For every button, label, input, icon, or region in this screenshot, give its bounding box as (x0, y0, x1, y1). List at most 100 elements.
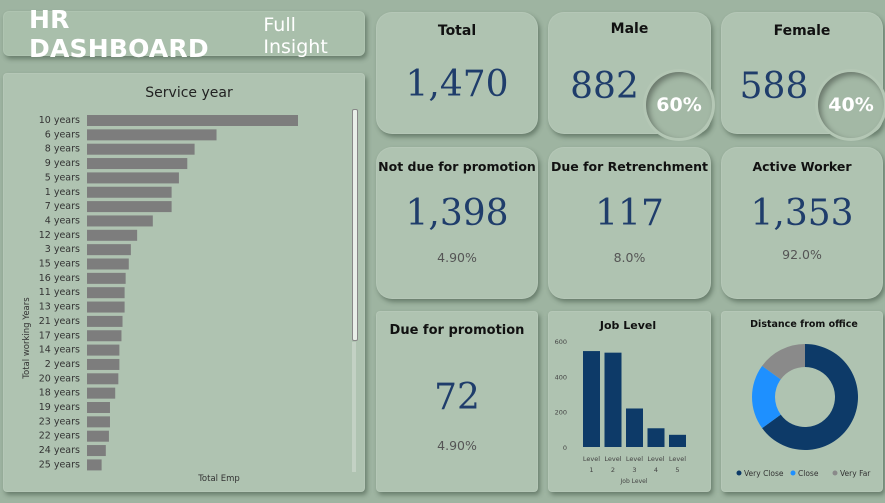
kpi-total-value: 1,470 (405, 64, 509, 105)
male-pct-badge: 60% (646, 72, 712, 138)
job-level-tick-label: Level (604, 455, 621, 463)
job-level-bar (647, 428, 665, 447)
kpi-retrench-card: Due for Retrenchment 117 8.0% (548, 147, 711, 299)
job-level-tick-number: 3 (632, 466, 636, 474)
service-year-chart: Service year Total working Years Total E… (22, 85, 298, 484)
service-year-bar (87, 215, 153, 227)
service-year-tick-label: 13 years (39, 302, 80, 313)
job-level-tick-label: Level (626, 455, 643, 463)
job-level-ytick: 400 (555, 373, 567, 381)
job-level-bar (669, 434, 686, 447)
service-year-bar (87, 459, 102, 471)
service-year-bar (87, 344, 120, 356)
service-year-tick-label: 19 years (39, 402, 80, 413)
service-year-ylabel: Total working Years (22, 297, 32, 380)
service-year-bar (87, 387, 116, 399)
service-year-bar (87, 315, 123, 327)
kpi-not-due-label: Not due for promotion (378, 159, 536, 174)
kpi-total-label: Total (437, 23, 477, 39)
service-year-tick-label: 8 years (45, 144, 80, 155)
kpi-retrench-label: Due for Retrenchment (551, 159, 708, 174)
kpi-female-value: 588 (739, 66, 809, 107)
kpi-active-value: 1,353 (750, 193, 854, 234)
service-year-bar (87, 430, 109, 442)
service-year-panel: Service year Total working Years Total E… (3, 73, 365, 492)
service-year-tick-label: 1 years (45, 187, 80, 198)
kpi-due-label: Due for promotion (389, 323, 525, 338)
dashboard-subtitle: Full Insight (263, 14, 328, 58)
service-year-tick-label: 2 years (45, 359, 80, 370)
service-year-scrollbar[interactable] (352, 109, 358, 341)
job-level-tick-number: 1 (589, 466, 593, 474)
dashboard-title: HR DASHBOARD (29, 4, 209, 63)
service-year-tick-label: 10 years (39, 115, 80, 126)
distance-legend-marker (736, 470, 742, 476)
female-pct-badge: 40% (818, 72, 884, 138)
service-year-bar (87, 330, 122, 342)
distance-slice (752, 365, 781, 429)
kpi-female-label: Female (773, 23, 831, 39)
kpi-male-label: Male (610, 21, 649, 37)
job-level-tick-label: Level (669, 455, 686, 463)
kpi-not-due-value: 1,398 (405, 193, 509, 234)
service-year-bar (87, 201, 172, 213)
kpi-total-card: Total 1,470 (376, 12, 538, 134)
job-level-tick-number: 5 (675, 466, 679, 474)
kpi-male-card: Male 882 60% (548, 12, 712, 138)
distance-legend-label: Very Close (744, 469, 784, 478)
kpi-retrench-value: 117 (595, 193, 664, 234)
service-year-bar (87, 373, 119, 385)
service-year-tick-label: 18 years (39, 388, 80, 399)
service-year-tick-label: 17 years (39, 330, 80, 341)
job-level-panel: Job Level Job Level 0 200 400 600 Level 1 Leve… (548, 311, 711, 492)
service-year-tick-label: 15 years (39, 259, 80, 270)
service-year-tick-label: 21 years (39, 316, 80, 327)
service-year-bar (87, 229, 138, 241)
distance-legend-label: Very Far (840, 469, 871, 478)
job-level-chart: Job Level Job Level 0 200 400 600 Level 1 Leve… (555, 319, 687, 485)
distance-legend-label: Close (798, 469, 819, 478)
service-year-tick-label: 4 years (45, 215, 80, 226)
service-year-tick-label: 22 years (39, 431, 80, 442)
kpi-due-card: Due for promotion 72 4.90% (376, 311, 538, 492)
service-year-bar (87, 402, 110, 413)
service-year-bar (87, 287, 125, 299)
kpi-not-due-card: Not due for promotion 1,398 4.90% (376, 147, 538, 299)
service-year-bar (87, 445, 106, 457)
service-year-bar (87, 416, 110, 428)
service-year-xlabel: Total Emp (197, 474, 240, 484)
service-year-tick-label: 5 years (45, 172, 80, 183)
service-year-scroll-track[interactable] (352, 342, 356, 472)
job-level-ytick: 600 (555, 338, 567, 346)
kpi-retrench-pct: 8.0% (613, 250, 646, 265)
distance-title: Distance from office (750, 319, 858, 330)
job-level-xlabel: Job Level (620, 478, 648, 485)
dashboard-title-card: HR DASHBOARD Full Insight (3, 5, 365, 63)
service-year-tick-label: 14 years (39, 345, 80, 356)
job-level-bar (583, 351, 600, 447)
service-year-tick-label: 12 years (39, 230, 80, 241)
job-level-bar (604, 352, 622, 447)
service-year-bar (87, 129, 217, 141)
service-year-tick-label: 16 years (39, 273, 80, 284)
kpi-male-value: 882 (570, 66, 639, 107)
job-level-tick-number: 2 (611, 466, 615, 474)
distance-slice (762, 344, 805, 380)
service-year-title: Service year (145, 85, 233, 101)
service-year-bar (87, 358, 120, 370)
kpi-female-card: Female 588 40% (721, 12, 884, 138)
service-year-tick-label: 11 years (39, 287, 80, 298)
service-year-bar (87, 301, 125, 313)
service-year-bar (87, 115, 298, 126)
service-year-bar (87, 186, 172, 198)
job-level-bar (626, 408, 643, 447)
service-year-tick-label: 25 years (39, 459, 80, 470)
service-year-tick-label: 20 years (39, 373, 80, 384)
distance-panel: Distance from office Very Close Close Very… (721, 311, 883, 492)
distance-legend-marker (790, 470, 796, 476)
service-year-tick-label: 23 years (39, 416, 80, 427)
job-level-ytick: 200 (555, 409, 567, 417)
distance-legend-marker (832, 470, 838, 476)
job-level-tick-number: 4 (654, 466, 658, 474)
job-level-ytick: 0 (563, 444, 567, 452)
